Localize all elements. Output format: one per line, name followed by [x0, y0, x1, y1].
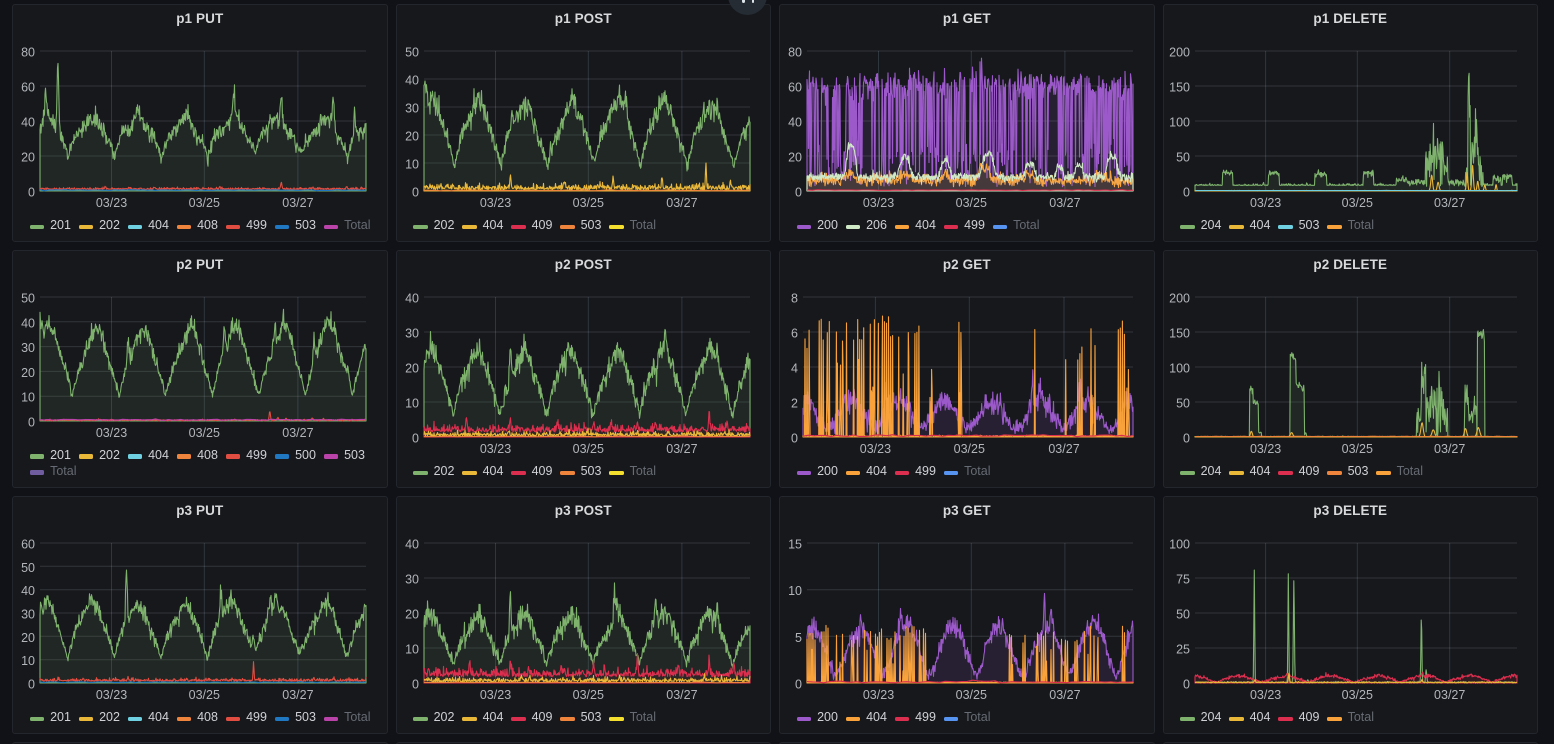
- svg-text:10: 10: [405, 397, 419, 411]
- svg-text:50: 50: [1176, 397, 1190, 411]
- svg-text:60: 60: [21, 81, 35, 95]
- svg-text:50: 50: [405, 46, 419, 60]
- svg-text:20: 20: [21, 366, 35, 380]
- svg-text:03/25: 03/25: [189, 688, 220, 702]
- svg-text:03/27: 03/27: [666, 196, 697, 210]
- svg-text:03/27: 03/27: [1434, 196, 1465, 210]
- svg-text:10: 10: [405, 643, 419, 657]
- svg-text:100: 100: [1169, 538, 1190, 552]
- svg-text:4: 4: [791, 362, 798, 376]
- svg-text:40: 40: [405, 292, 419, 306]
- svg-text:03/25: 03/25: [954, 442, 985, 456]
- svg-text:40: 40: [21, 316, 35, 330]
- svg-text:30: 30: [405, 573, 419, 587]
- svg-text:03/27: 03/27: [666, 688, 697, 702]
- svg-text:03/25: 03/25: [956, 688, 987, 702]
- svg-text:03/23: 03/23: [479, 196, 510, 210]
- svg-text:03/27: 03/27: [1049, 688, 1080, 702]
- svg-text:03/25: 03/25: [572, 442, 603, 456]
- svg-text:03/23: 03/23: [1249, 196, 1280, 210]
- svg-text:40: 40: [405, 74, 419, 88]
- svg-text:50: 50: [21, 561, 35, 575]
- svg-text:40: 40: [405, 538, 419, 552]
- svg-text:03/27: 03/27: [282, 426, 313, 440]
- svg-text:10: 10: [21, 654, 35, 668]
- svg-text:0: 0: [1183, 678, 1190, 692]
- svg-text:0: 0: [791, 432, 798, 446]
- svg-text:100: 100: [1169, 362, 1190, 376]
- svg-text:30: 30: [405, 102, 419, 116]
- svg-text:150: 150: [1169, 81, 1190, 95]
- svg-text:100: 100: [1169, 116, 1190, 130]
- svg-text:20: 20: [405, 362, 419, 376]
- svg-text:80: 80: [21, 46, 35, 60]
- svg-text:03/23: 03/23: [1249, 442, 1280, 456]
- svg-text:60: 60: [788, 81, 802, 95]
- svg-text:03/25: 03/25: [1341, 196, 1372, 210]
- svg-text:2: 2: [791, 397, 798, 411]
- svg-text:0: 0: [28, 186, 35, 200]
- svg-text:0: 0: [412, 678, 419, 692]
- svg-text:03/23: 03/23: [479, 442, 510, 456]
- svg-text:03/27: 03/27: [282, 196, 313, 210]
- svg-text:0: 0: [1183, 432, 1190, 446]
- svg-text:03/25: 03/25: [189, 196, 220, 210]
- svg-text:0: 0: [28, 678, 35, 692]
- svg-text:10: 10: [405, 158, 419, 172]
- svg-text:0: 0: [412, 432, 419, 446]
- svg-text:03/27: 03/27: [1434, 688, 1465, 702]
- svg-text:80: 80: [788, 46, 802, 60]
- svg-text:15: 15: [788, 538, 802, 552]
- svg-text:40: 40: [788, 116, 802, 130]
- svg-text:0: 0: [28, 416, 35, 430]
- svg-text:0: 0: [795, 186, 802, 200]
- svg-text:20: 20: [405, 608, 419, 622]
- svg-text:03/25: 03/25: [1341, 688, 1372, 702]
- svg-text:75: 75: [1176, 573, 1190, 587]
- svg-text:03/25: 03/25: [572, 688, 603, 702]
- svg-text:20: 20: [21, 151, 35, 165]
- svg-text:40: 40: [21, 116, 35, 130]
- svg-text:150: 150: [1169, 327, 1190, 341]
- svg-text:60: 60: [21, 538, 35, 552]
- svg-text:03/23: 03/23: [863, 688, 894, 702]
- svg-text:03/25: 03/25: [189, 426, 220, 440]
- svg-text:50: 50: [1176, 151, 1190, 165]
- svg-text:03/27: 03/27: [666, 442, 697, 456]
- svg-text:03/25: 03/25: [572, 196, 603, 210]
- svg-text:50: 50: [21, 292, 35, 306]
- svg-text:25: 25: [1176, 643, 1190, 657]
- svg-text:03/27: 03/27: [282, 688, 313, 702]
- svg-text:20: 20: [788, 151, 802, 165]
- svg-text:8: 8: [791, 292, 798, 306]
- svg-text:03/23: 03/23: [96, 196, 127, 210]
- svg-text:10: 10: [788, 584, 802, 598]
- svg-text:30: 30: [21, 341, 35, 355]
- svg-text:03/23: 03/23: [96, 688, 127, 702]
- svg-text:03/23: 03/23: [1249, 688, 1280, 702]
- svg-text:03/23: 03/23: [863, 196, 894, 210]
- svg-text:03/23: 03/23: [860, 442, 891, 456]
- svg-text:03/23: 03/23: [479, 688, 510, 702]
- svg-text:30: 30: [21, 608, 35, 622]
- svg-text:30: 30: [405, 327, 419, 341]
- svg-text:0: 0: [412, 186, 419, 200]
- svg-text:6: 6: [791, 327, 798, 341]
- svg-text:0: 0: [1183, 186, 1190, 200]
- svg-text:10: 10: [21, 391, 35, 405]
- svg-text:5: 5: [795, 631, 802, 645]
- svg-text:0: 0: [795, 678, 802, 692]
- svg-text:03/27: 03/27: [1048, 442, 1079, 456]
- svg-text:03/27: 03/27: [1049, 196, 1080, 210]
- svg-text:200: 200: [1169, 292, 1190, 306]
- svg-text:03/25: 03/25: [1341, 442, 1372, 456]
- svg-text:20: 20: [21, 631, 35, 645]
- svg-text:50: 50: [1176, 608, 1190, 622]
- svg-text:03/27: 03/27: [1434, 442, 1465, 456]
- svg-text:200: 200: [1169, 46, 1190, 60]
- svg-text:03/25: 03/25: [956, 196, 987, 210]
- svg-text:03/23: 03/23: [96, 426, 127, 440]
- svg-text:40: 40: [21, 584, 35, 598]
- svg-text:20: 20: [405, 130, 419, 144]
